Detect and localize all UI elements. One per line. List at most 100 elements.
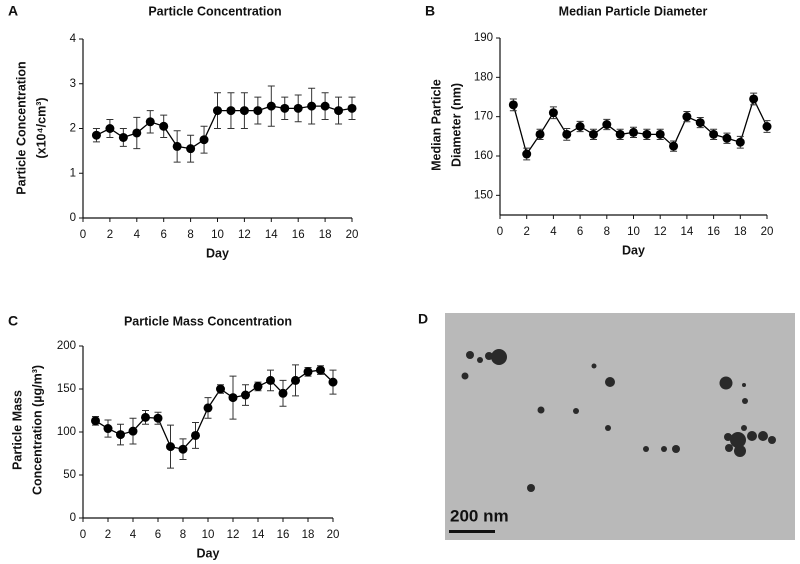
marker: [166, 442, 175, 452]
y-tick-label: 4: [70, 33, 77, 45]
x-tick-label: 8: [187, 229, 193, 241]
y-tick-label: 200: [57, 340, 76, 352]
marker: [508, 100, 518, 110]
marker: [548, 108, 558, 118]
marker: [253, 381, 263, 391]
y-tick-label: 3: [70, 78, 76, 90]
y-tick-label: 170: [474, 111, 493, 123]
x-tick-label: 2: [107, 229, 113, 241]
y-axis-label: Median Particle: [429, 79, 443, 171]
marker: [116, 430, 125, 440]
marker: [103, 424, 113, 434]
y-tick-label: 0: [70, 212, 76, 224]
marker: [253, 106, 263, 116]
marker: [602, 120, 612, 130]
marker: [186, 144, 196, 154]
marker: [266, 101, 276, 111]
marker: [735, 137, 745, 147]
chart-title: Particle Concentration: [148, 4, 281, 18]
marker: [105, 124, 115, 133]
y-axis-label: Particle Mass: [10, 390, 24, 470]
panel-label: D: [418, 311, 428, 327]
marker: [655, 129, 665, 139]
marker: [316, 365, 325, 375]
marker: [695, 118, 705, 128]
x-tick-label: 4: [134, 229, 141, 241]
y-axis-label: Diameter (nm): [449, 83, 463, 167]
x-tick-label: 10: [627, 226, 640, 238]
y-tick-label: 0: [70, 512, 76, 524]
scale-bar: [449, 530, 495, 533]
marker: [172, 141, 182, 151]
marker: [615, 129, 625, 139]
marker: [642, 129, 652, 139]
x-tick-label: 10: [202, 529, 215, 541]
x-tick-label: 20: [346, 229, 359, 241]
marker: [588, 129, 598, 139]
y-tick-label: 100: [57, 426, 76, 438]
x-axis-label: Day: [197, 546, 220, 560]
marker: [226, 106, 236, 116]
x-tick-label: 0: [80, 529, 86, 541]
marker: [91, 130, 101, 140]
panel-label: A: [8, 3, 18, 19]
marker: [669, 141, 679, 151]
marker: [303, 367, 313, 377]
y-tick-label: 180: [474, 71, 493, 83]
x-tick-label: 6: [577, 226, 583, 238]
marker: [709, 129, 719, 139]
chart-title: Median Particle Diameter: [559, 4, 708, 18]
marker: [239, 106, 249, 116]
x-tick-label: 2: [523, 226, 529, 238]
x-tick-label: 20: [761, 226, 774, 238]
marker: [575, 122, 585, 131]
marker: [199, 135, 209, 145]
chart-title: Particle Mass Concentration: [124, 314, 292, 328]
marker: [241, 390, 250, 400]
panel-label: B: [425, 3, 435, 19]
x-axis-label: Day: [622, 243, 645, 257]
marker: [228, 393, 238, 403]
y-tick-label: 1: [70, 167, 76, 179]
marker: [682, 112, 692, 122]
x-tick-label: 20: [327, 529, 340, 541]
x-tick-label: 12: [654, 226, 667, 238]
marker: [535, 129, 545, 139]
marker: [278, 388, 288, 398]
micrograph-panel: D 200 nm: [418, 311, 795, 540]
y-tick-label: 2: [70, 123, 76, 135]
x-tick-label: 10: [211, 229, 224, 241]
x-tick-label: 8: [180, 529, 186, 541]
marker: [203, 403, 213, 413]
marker: [132, 128, 142, 138]
y-tick-label: 150: [474, 189, 493, 201]
x-tick-label: 12: [227, 529, 240, 541]
marker: [562, 129, 572, 139]
x-tick-label: 0: [497, 226, 503, 238]
y-axis-label: (x10⁴/cm³): [34, 97, 48, 158]
x-tick-label: 14: [252, 529, 265, 541]
data-line: [96, 105, 353, 150]
x-tick-label: 12: [238, 229, 251, 241]
marker: [91, 416, 100, 426]
marker: [159, 121, 169, 131]
marker: [291, 375, 300, 385]
marker: [213, 106, 222, 116]
x-tick-label: 14: [681, 226, 694, 238]
marker: [629, 127, 638, 137]
x-tick-label: 18: [319, 229, 332, 241]
marker: [328, 377, 338, 387]
panel-label: C: [8, 313, 18, 329]
y-tick-label: 160: [474, 150, 493, 162]
x-tick-label: 16: [292, 229, 305, 241]
x-tick-label: 6: [155, 529, 161, 541]
marker: [128, 426, 138, 436]
marker: [191, 430, 200, 440]
x-tick-label: 6: [160, 229, 166, 241]
marker: [307, 101, 317, 111]
x-axis-label: Day: [206, 246, 229, 260]
marker: [722, 133, 732, 143]
y-tick-label: 190: [474, 32, 493, 44]
marker: [118, 132, 128, 142]
